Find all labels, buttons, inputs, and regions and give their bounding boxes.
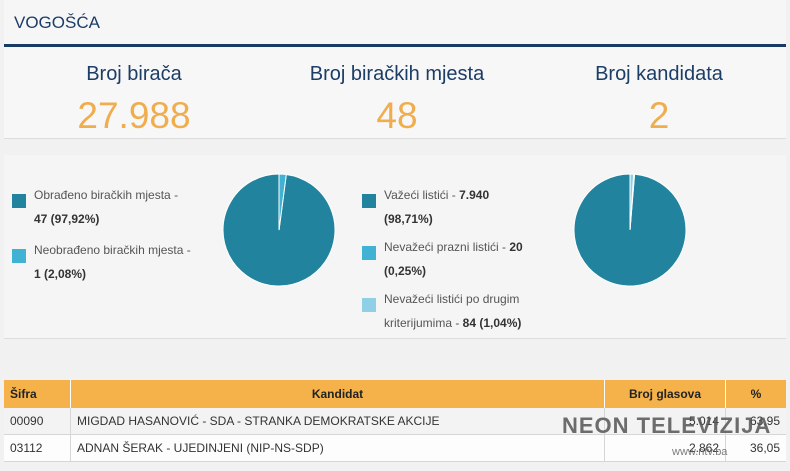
pie-slice-2 [278,173,287,231]
legend-swatch [362,194,376,208]
legend-swatch [362,298,376,312]
charts-panel: Obrađeno biračkih mjesta -47 (97,92%) Ne… [4,155,786,339]
cell-votes: 2.862 [604,434,726,462]
municipality-title: VOGOŠĆA [14,13,100,32]
cell-percent: 63,95 [725,408,786,435]
table-header-row: Šifra Kandidat Broj glasova % [4,380,786,408]
results-table: Šifra Kandidat Broj glasova % 00090 MIGD… [4,380,786,462]
legend-processed: Obrađeno biračkih mjesta -47 (97,92%) [12,174,212,226]
stat-voters-value: 27.988 [77,95,191,136]
legend-text: Nevažeći listići po drugim kriterijumima … [384,292,522,330]
col-votes: Broj glasova [604,380,726,408]
col-candidate: Kandidat [70,380,605,408]
legend-invalid-empty: Nevažeći prazni listići - 20 (0,25%) [362,226,562,278]
stat-candidates-label: Broj kandidata [595,63,723,85]
legend-text: Obrađeno biračkih mjesta -47 (97,92%) [34,188,179,226]
legend-swatch [12,249,26,263]
legend-invalid-other: Nevažeći listići po drugim kriterijumima … [362,278,582,330]
stat-voters-label: Broj birača [86,63,182,85]
pie-slice-3 [629,173,635,231]
stat-polling-stations-label: Broj biračkih mjesta [309,63,485,85]
legend-valid: Važeći listići - 7.940 (98,71%) [362,174,562,226]
pie-chart-ballots [573,173,687,287]
table-row: 00090 MIGDAD HASANOVIĆ - SDA - STRANKA D… [4,408,786,435]
table-row: 03112 ADNAN ŠERAK - UJEDINJENI (NIP-NS-S… [4,434,786,462]
cell-votes: 5.014 [604,408,726,435]
legend-text: Neobrađeno biračkih mjesta -1 (2,08%) [34,243,191,281]
legend-text: Nevažeći prazni listići - 20 (0,25%) [384,240,523,278]
tv-watermark-logo: NEON TELEVIZIJA [562,413,772,438]
legend-swatch [362,246,376,260]
cell-percent: 36,05 [725,434,786,462]
stat-candidates-value: 2 [648,95,670,136]
legend-swatch [12,194,26,208]
tv-watermark-url: www.ntv.ba [672,446,728,458]
page-header: VOGOŠĆA [4,0,786,47]
legend-unprocessed: Neobrađeno biračkih mjesta -1 (2,08%) [12,229,212,281]
stat-polling-stations-value: 48 [376,95,418,136]
col-percent: % [725,380,786,408]
pie-chart-stations [222,173,336,287]
results-table-container: Šifra Kandidat Broj glasova % 00090 MIGD… [4,380,786,462]
cell-code: 00090 [4,408,71,435]
cell-candidate: MIGDAD HASANOVIĆ - SDA - STRANKA DEMOKRA… [70,408,605,435]
stats-panel: Broj birača 27.988 Broj biračkih mjesta … [4,47,786,139]
cell-candidate: ADNAN ŠERAK - UJEDINJENI (NIP-NS-SDP) [70,434,605,462]
cell-code: 03112 [4,434,71,462]
legend-text: Važeći listići - 7.940 (98,71%) [384,188,490,226]
col-code: Šifra [4,380,71,408]
